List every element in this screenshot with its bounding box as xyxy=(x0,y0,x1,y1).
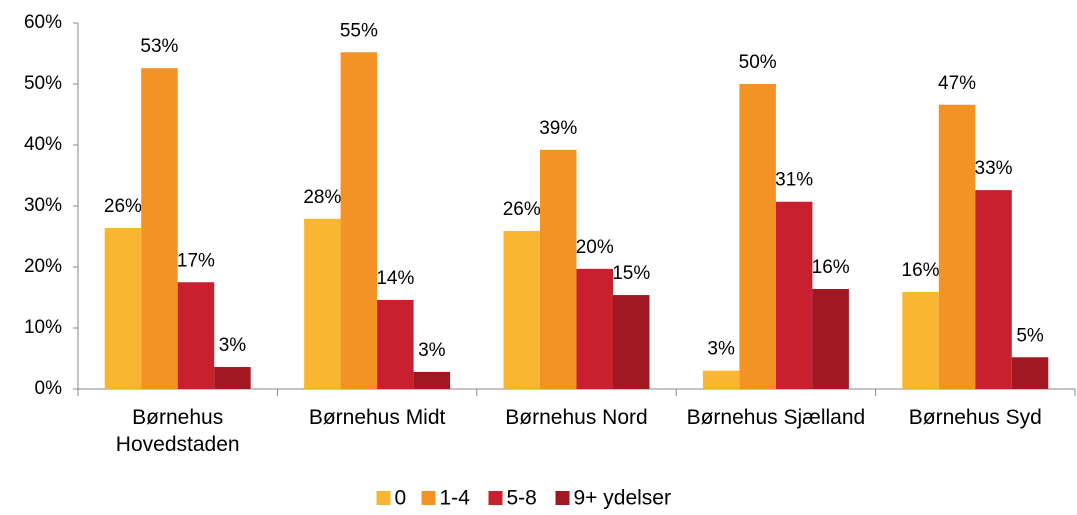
data-label: 50% xyxy=(739,52,777,73)
bar xyxy=(975,190,1012,389)
bar xyxy=(340,52,378,389)
bar xyxy=(104,227,142,389)
data-label: 20% xyxy=(576,237,614,258)
bar xyxy=(141,68,178,389)
x-tick-label: Børnehus Hovedstaden xyxy=(115,406,240,456)
bar xyxy=(702,370,740,389)
bar xyxy=(775,201,813,389)
data-label: 33% xyxy=(975,158,1013,179)
bar xyxy=(739,84,776,389)
y-tick-label: 60% xyxy=(24,12,62,33)
data-label: 28% xyxy=(303,187,341,208)
x-tick-label: Børnehus Midt xyxy=(308,406,446,429)
data-label: 55% xyxy=(340,20,378,41)
y-tick-label: 30% xyxy=(24,195,62,216)
data-label: 39% xyxy=(539,118,577,139)
bar xyxy=(812,288,849,389)
bar xyxy=(938,104,976,390)
legend-label: 5-8 xyxy=(507,487,537,510)
legend-label: 1-4 xyxy=(440,487,471,510)
x-tick-label: Børnehus Syd xyxy=(908,406,1042,429)
data-label: 14% xyxy=(376,268,414,289)
bar xyxy=(1011,357,1049,389)
data-label: 26% xyxy=(503,199,541,220)
x-tick-label: Børnehus Sjælland xyxy=(686,406,866,429)
data-label: 16% xyxy=(902,260,940,281)
data-label: 31% xyxy=(775,170,813,191)
data-label: 17% xyxy=(177,250,215,271)
legend-swatch xyxy=(555,491,570,505)
legend-label: 0 xyxy=(395,487,407,510)
bar xyxy=(214,367,251,389)
legend-swatch xyxy=(421,491,436,505)
y-tick-label: 50% xyxy=(24,73,62,94)
data-label: 26% xyxy=(104,196,142,217)
data-label: 3% xyxy=(219,335,247,356)
data-label: 15% xyxy=(612,263,650,284)
y-tick-label: 10% xyxy=(24,317,62,338)
data-label: 3% xyxy=(707,339,735,360)
data-label: 16% xyxy=(812,257,850,278)
y-tick-label: 40% xyxy=(24,134,62,155)
legend-swatch xyxy=(488,491,503,505)
x-tick-label: Børnehus Nord xyxy=(505,406,648,429)
data-label: 5% xyxy=(1016,325,1044,346)
bar xyxy=(413,371,451,389)
bar xyxy=(377,299,414,389)
data-label: 47% xyxy=(938,73,976,94)
legend-swatch xyxy=(376,491,391,505)
legend-label: 9+ ydelser xyxy=(574,487,671,510)
bar xyxy=(902,292,939,389)
y-tick-label: 0% xyxy=(35,378,63,399)
bar xyxy=(304,218,341,389)
data-label: 53% xyxy=(140,36,178,57)
bar xyxy=(540,149,577,389)
bar xyxy=(177,282,215,389)
bar xyxy=(613,295,650,389)
bar xyxy=(576,268,613,389)
bar xyxy=(503,231,540,389)
y-tick-label: 20% xyxy=(24,256,62,277)
data-label: 3% xyxy=(418,340,446,361)
